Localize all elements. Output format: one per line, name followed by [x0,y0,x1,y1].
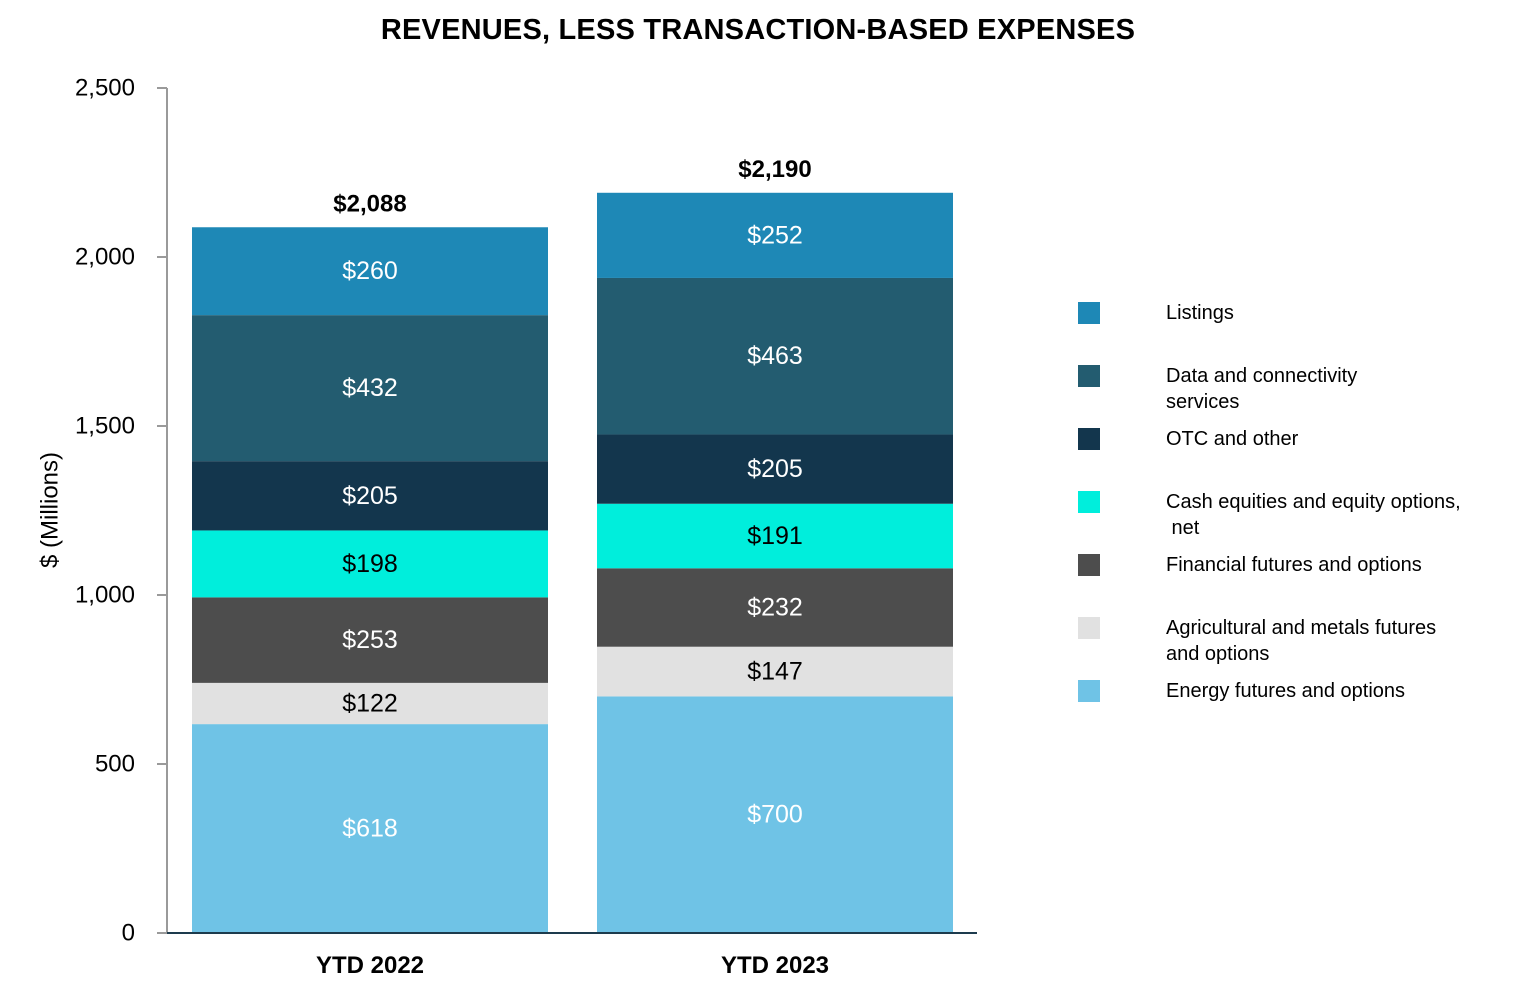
data-label-ytd-2022-listings: $260 [342,257,398,285]
y-tick-label: 2,000 [75,244,135,271]
bar-segment-ytd-2023-energy-futures-and-options [597,696,953,933]
legend-label-ag-metals: Agricultural and metals futures and optio… [1166,615,1496,667]
data-label-ytd-2023-otc-and-other: $205 [747,455,803,483]
x-tick-label-ytd-2023: YTD 2023 [721,952,829,979]
legend-label-otc-other: OTC and other [1166,426,1496,452]
bar-segment-ytd-2022-data-and-connectivity-services [192,315,548,462]
y-tick-label: 0 [122,920,135,947]
y-tick-label: 2,500 [75,75,135,102]
y-tick-label: 500 [95,751,135,778]
data-label-ytd-2022-financial-futures-and-options: $253 [342,626,398,654]
legend-label-listings: Listings [1166,300,1496,326]
bar-segment-ytd-2023-financial-futures-and-options [597,568,953,647]
legend-swatch-ag-metals [1078,617,1100,639]
bar-segment-ytd-2022-cash-equities-and-equity-options-net [192,530,548,598]
chart-title: REVENUES, LESS TRANSACTION-BASED EXPENSE… [380,14,1136,46]
data-label-ytd-2023-data-and-connectivity-services: $463 [747,342,803,370]
bars-layer [192,192,953,933]
axes-layer: 0 500 1,000 1,500 2,000 2,500 $ (Millions) [37,75,977,947]
labels-layer: $618 $122 $253 $198 $205 $432 $260 $2,088 YTD 20… [316,156,829,979]
bar-segment-ytd-2022-listings [192,227,548,316]
legend-swatch-financial-futures [1078,554,1100,576]
bar-segment-ytd-2022-agricultural-and-metals-futures-and-options [192,682,548,725]
data-label-ytd-2023-energy-futures-and-options: $700 [747,801,803,829]
legend-label-data-connectivity: Data and connectivity services [1166,363,1496,415]
legend-label-cash-equities: Cash equities and equity options, net [1166,489,1496,541]
bar-segment-ytd-2023-cash-equities-and-equity-options-net [597,503,953,569]
legend-label-line: services [1166,391,1240,413]
data-label-ytd-2022-data-and-connectivity-services: $432 [342,374,398,402]
legend-swatch-otc-other [1078,428,1100,450]
legend-label-line: Financial futures and options [1166,554,1422,576]
total-label-ytd-2022: $2,088 [333,190,406,217]
bar-segment-ytd-2023-data-and-connectivity-services [597,277,953,435]
data-label-ytd-2023-agricultural-and-metals-futures-and-options: $147 [747,658,803,686]
total-label-ytd-2023: $2,190 [738,156,811,183]
bar-segment-ytd-2022-energy-futures-and-options [192,724,548,933]
data-label-ytd-2023-listings: $252 [747,221,803,249]
legend-label-line: net [1166,517,1200,539]
bar-segment-ytd-2022-financial-futures-and-options [192,597,548,683]
bar-segment-ytd-2022-otc-and-other [192,461,548,531]
bar-segment-ytd-2023-listings [597,192,953,278]
legend-label-line: OTC and other [1166,428,1299,450]
y-tick-label: 1,500 [75,413,135,440]
bar-segment-ytd-2023-otc-and-other [597,434,953,504]
legend-label-energy-futures: Energy futures and options [1166,678,1496,704]
legend-swatch-energy-futures [1078,680,1100,702]
x-tick-label-ytd-2022: YTD 2022 [316,952,424,979]
legend-swatch-cash-equities [1078,491,1100,513]
legend-label-line: Agricultural and metals futures [1166,617,1437,639]
data-label-ytd-2022-agricultural-and-metals-futures-and-options: $122 [342,689,398,717]
legend-label-financial-futures: Financial futures and options [1166,552,1496,578]
data-label-ytd-2023-financial-futures-and-options: $232 [747,594,803,622]
bar-segment-ytd-2023-agricultural-and-metals-futures-and-options [597,646,953,697]
legend-swatch-data-connectivity [1078,365,1100,387]
data-label-ytd-2022-otc-and-other: $205 [342,482,398,510]
data-label-ytd-2022-energy-futures-and-options: $618 [342,815,398,843]
legend-label-line: Data and connectivity [1166,365,1358,387]
data-label-ytd-2022-cash-equities-and-equity-options-net: $198 [342,550,398,578]
legend-label-line: Energy futures and options [1166,680,1406,702]
legend-label-line: Cash equities and equity options, [1166,491,1461,513]
y-tick-label: 1,000 [75,582,135,609]
y-axis-title: $ (Millions) [37,452,64,568]
data-label-ytd-2023-cash-equities-and-equity-options-net: $191 [747,522,803,550]
legend-label-line: and options [1166,643,1270,665]
legend-swatch-listings [1078,302,1100,324]
legend-label-line: Listings [1166,302,1234,324]
